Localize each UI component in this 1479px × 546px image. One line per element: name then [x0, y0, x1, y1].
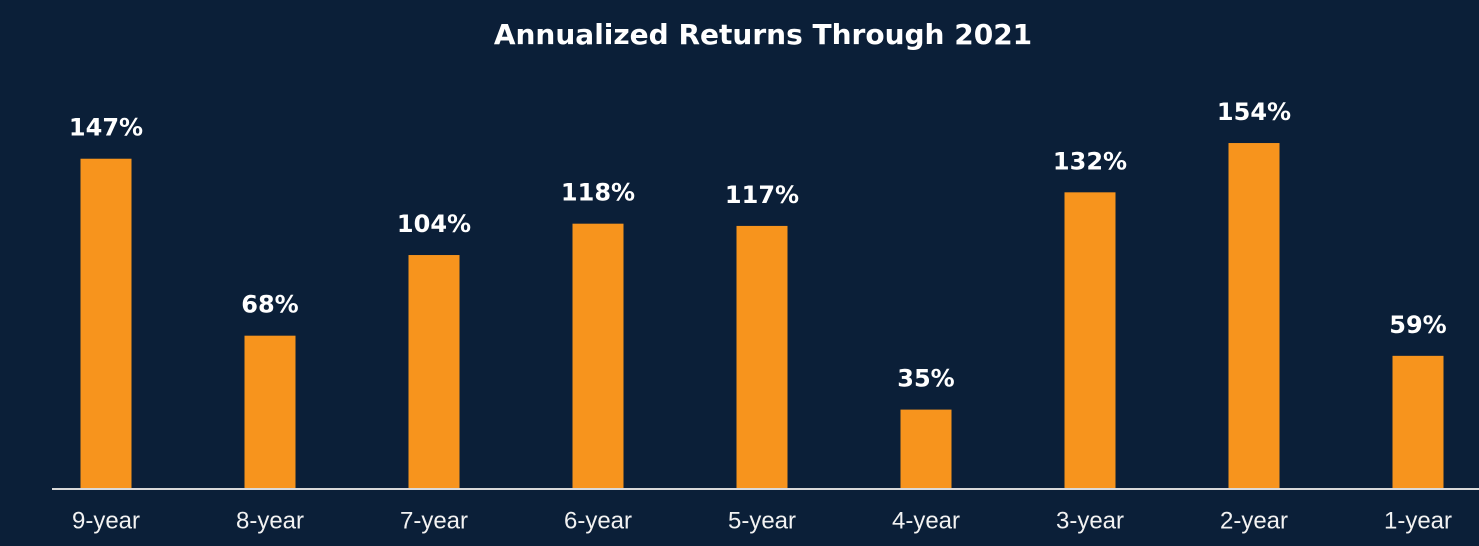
bar: [572, 223, 624, 488]
x-tick-label: 4-year: [892, 507, 960, 534]
value-label: 132%: [1053, 147, 1127, 175]
bar: [80, 158, 132, 488]
x-tick-label: 6-year: [564, 507, 632, 534]
x-tick-label: 3-year: [1056, 507, 1124, 534]
x-tick-label: 9-year: [72, 507, 140, 534]
value-label: 104%: [397, 210, 471, 238]
value-label: 154%: [1217, 98, 1291, 126]
x-tick-label: 8-year: [236, 507, 304, 534]
bar: [900, 409, 952, 488]
bar: [1392, 355, 1444, 488]
value-label: 118%: [561, 179, 635, 207]
x-tick-label: 5-year: [728, 507, 796, 534]
bar: [244, 335, 296, 488]
x-tick-label: 2-year: [1220, 507, 1288, 534]
value-label: 59%: [1389, 311, 1446, 339]
x-tick-label: 7-year: [400, 507, 468, 534]
x-tick-label: 1-year: [1384, 507, 1452, 534]
bar: [1064, 192, 1116, 488]
chart-title: Annualized Returns Through 2021: [494, 18, 1032, 51]
value-label: 147%: [69, 114, 143, 142]
bar: [1228, 143, 1280, 489]
value-label: 68%: [241, 291, 298, 319]
bar: [408, 255, 460, 488]
bar: [736, 225, 788, 489]
value-label: 35%: [897, 365, 954, 393]
value-label: 117%: [725, 181, 799, 209]
